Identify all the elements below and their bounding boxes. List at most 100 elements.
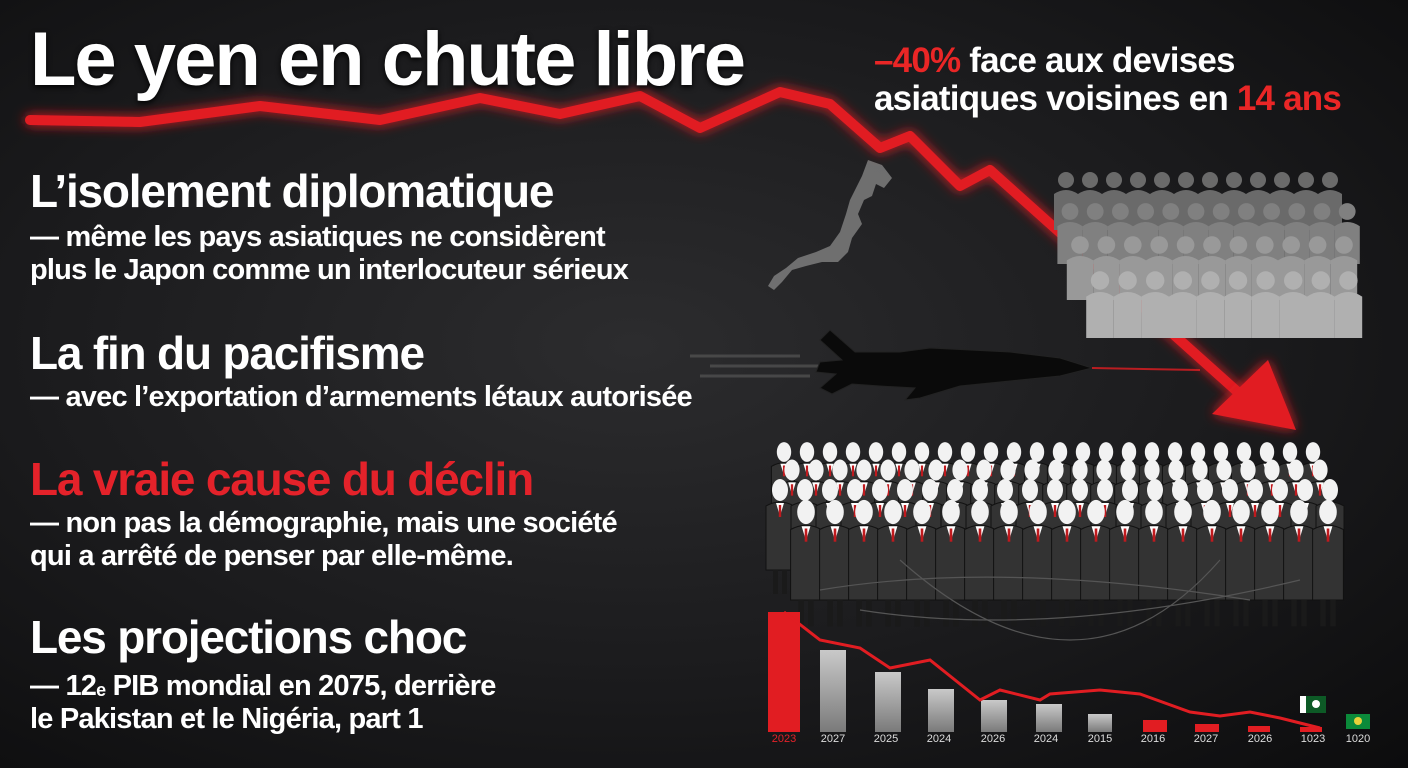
chart-bar	[1143, 720, 1167, 732]
person-silhouette	[1198, 172, 1222, 230]
bar-year-label: 1020	[1345, 733, 1371, 745]
section-line: — non pas la démographie, mais une socié…	[30, 507, 618, 539]
bar-year-label: 2024	[1033, 733, 1059, 745]
bar-year-label: 2025	[873, 733, 899, 745]
person-silhouette	[1307, 271, 1335, 338]
person-silhouette	[1318, 172, 1342, 230]
chart-bar	[1036, 704, 1062, 732]
bar-year-label: 2023	[771, 733, 797, 745]
person-silhouette	[1066, 236, 1094, 300]
person-silhouette	[1334, 271, 1363, 338]
person-silhouette	[1086, 271, 1114, 338]
person-silhouette	[1102, 172, 1126, 230]
page-title: Le yen en chute libre	[30, 17, 746, 102]
person-silhouette	[1196, 499, 1228, 627]
person-silhouette	[1169, 271, 1197, 338]
subtitle-part1: face aux devises	[960, 41, 1235, 80]
chart-bar	[768, 612, 800, 732]
decline-bar-chart	[768, 610, 1322, 732]
section-line: plus le Japon comme un interlocuteur sér…	[30, 254, 629, 286]
section-heading-isolation: L’isolement diplomatique	[30, 165, 554, 217]
fighter-jet-icon	[690, 329, 1201, 401]
section-line: — avec l’exportation d’armements létaux …	[30, 381, 693, 413]
japan-map-icon	[768, 160, 892, 290]
chart-bar	[1248, 726, 1270, 732]
bar-year-label: 2026	[980, 733, 1006, 745]
bar-year-label: 2024	[926, 733, 952, 745]
person-silhouette	[1107, 203, 1133, 264]
person-silhouette	[848, 499, 880, 627]
pakistan-flag-icon	[1300, 696, 1326, 713]
floor-line	[899, 559, 1221, 641]
decline-trend-line	[25, 87, 1245, 399]
person-silhouette	[790, 499, 822, 627]
section-body-projections: — 12e PIB mondial en 2075, derrière le P…	[30, 670, 496, 736]
person-silhouette	[1225, 499, 1257, 627]
person-silhouette	[1126, 172, 1150, 230]
person-silhouette	[906, 499, 938, 627]
section-line: — 12e PIB mondial en 2075, derrière	[30, 670, 496, 703]
person-silhouette	[1051, 499, 1083, 627]
projection-ordinal: e	[96, 680, 106, 700]
person-silhouette	[1222, 172, 1246, 230]
person-silhouette	[1138, 499, 1170, 627]
chart-bar	[1195, 724, 1219, 732]
subtitle: –40% face aux devises asiatiques voisine…	[874, 41, 1342, 118]
crowd-icon	[765, 442, 1345, 641]
person-silhouette	[1150, 172, 1174, 230]
subtitle-years: 14 ans	[1236, 79, 1342, 118]
chart-bar	[981, 700, 1007, 732]
bar-year-label: 2026	[1247, 733, 1273, 745]
section-heading-true-cause: La vraie cause du déclin	[30, 453, 534, 505]
section-heading-projections: Les projections choc	[30, 611, 467, 663]
section-line: qui a arrêté de penser par elle-même.	[30, 540, 514, 572]
person-silhouette	[1251, 271, 1280, 338]
person-silhouette	[1208, 203, 1234, 264]
person-silhouette	[1022, 499, 1054, 627]
section-body-pacifism: — avec l’exportation d’armements létaux …	[30, 381, 693, 414]
section-body-true-cause: — non pas la démographie, mais une socié…	[30, 507, 618, 573]
person-silhouette	[1174, 172, 1198, 230]
person-silhouette	[1246, 172, 1270, 230]
person-silhouette	[1078, 172, 1102, 230]
chart-bar	[875, 672, 901, 732]
bar-year-label: 2015	[1087, 733, 1113, 745]
projection-text: PIB mondial en 2075, derrière	[105, 670, 497, 702]
person-silhouette	[1113, 271, 1142, 338]
chart-bar	[1300, 727, 1322, 732]
person-silhouette	[1279, 271, 1307, 338]
person-silhouette	[1270, 172, 1294, 230]
trend-arrow-head-icon	[1212, 360, 1296, 430]
section-body-isolation: — même les pays asiatiques ne considèren…	[30, 221, 629, 287]
chart-bar	[1088, 714, 1112, 732]
subtitle-percent: –40%	[874, 41, 961, 80]
section-line: le Pakistan et le Nigéria, part 1	[30, 703, 423, 735]
person-silhouette	[1057, 203, 1083, 264]
bar-year-label: 2027	[1193, 733, 1219, 745]
person-silhouette	[1283, 499, 1315, 627]
subtitle-part2: asiatiques voisines en	[874, 79, 1237, 118]
person-silhouette	[993, 499, 1025, 627]
person-silhouette	[1141, 271, 1169, 338]
person-silhouette	[1183, 203, 1209, 264]
section-line: — même les pays asiatiques ne considèren…	[30, 221, 606, 253]
nigeria-flag-icon	[1346, 714, 1370, 729]
person-silhouette	[1158, 203, 1184, 264]
person-silhouette	[935, 499, 967, 627]
person-silhouette	[1312, 499, 1344, 627]
bar-year-label: 1023	[1300, 733, 1326, 745]
bar-year-label: 2027	[820, 733, 846, 745]
person-silhouette	[1254, 499, 1286, 627]
person-silhouette	[1294, 172, 1318, 230]
gray-crowd-icon	[1054, 172, 1363, 338]
chart-bar	[928, 689, 954, 732]
projection-text: — 12	[30, 670, 97, 702]
person-silhouette	[1196, 271, 1225, 338]
person-silhouette	[1224, 271, 1252, 338]
chart-bar	[820, 650, 846, 732]
person-silhouette	[1133, 203, 1159, 264]
bar-year-label: 2016	[1140, 733, 1166, 745]
person-silhouette	[819, 499, 851, 627]
chart-trend-line	[783, 610, 1321, 730]
